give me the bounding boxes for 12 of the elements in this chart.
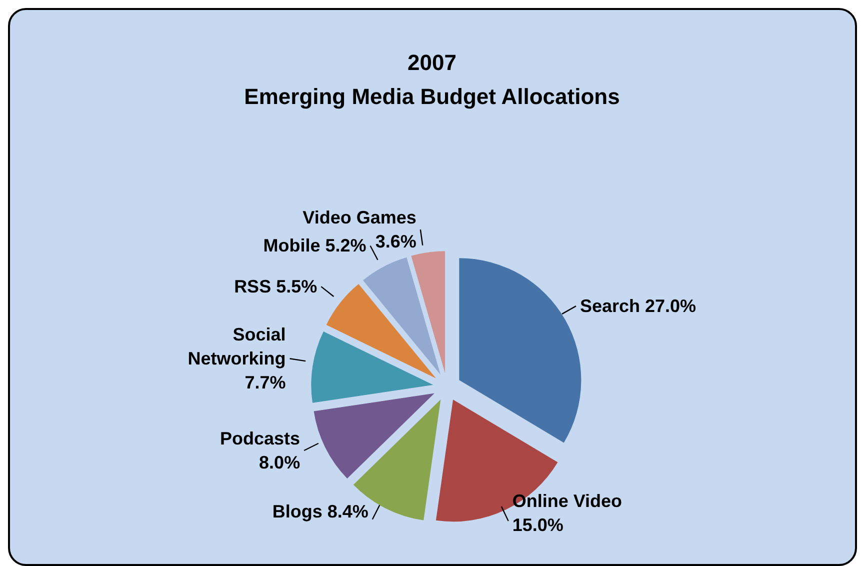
- slice-label: Mobile 5.2%: [263, 236, 366, 256]
- slice-label: Blogs 8.4%: [272, 501, 368, 522]
- slice-label: Search 27.0%: [580, 296, 696, 316]
- chart-title: 2007 Emerging Media Budget Allocations: [244, 50, 620, 109]
- slice-label: Podcasts: [220, 428, 300, 449]
- data-label: 8.0%: [259, 452, 300, 473]
- slice-label: Social Networking: [188, 324, 286, 369]
- data-label: 7.7%: [244, 372, 286, 393]
- slice-label: RSS 5.5%: [234, 276, 318, 297]
- data-label: 3.6%: [375, 232, 416, 252]
- slice-label: Video Games: [302, 208, 416, 228]
- data-label: 15.0%: [512, 514, 564, 535]
